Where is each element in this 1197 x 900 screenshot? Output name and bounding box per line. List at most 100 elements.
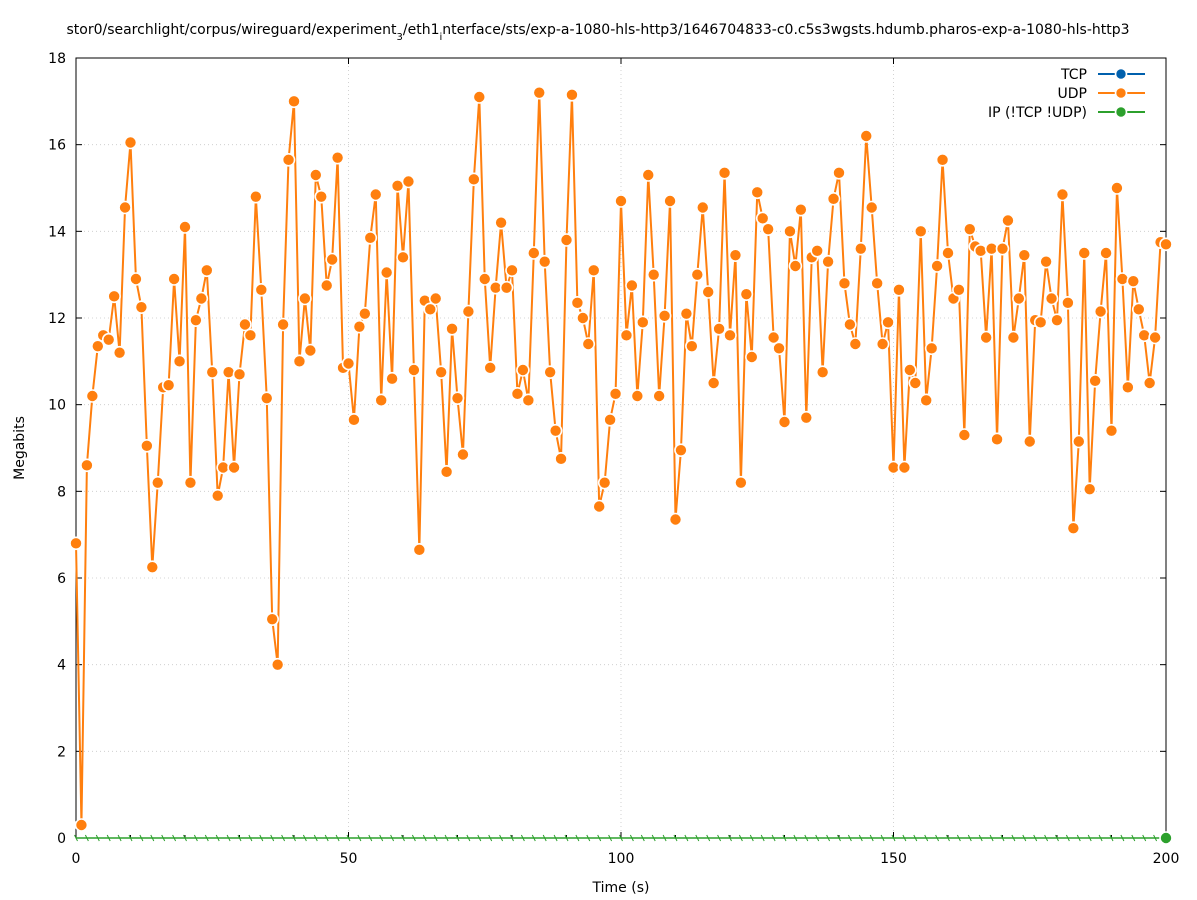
- series-ip-tick-mark: [411, 834, 416, 842]
- data-point-udp: [189, 313, 203, 327]
- series-ip-tick-mark: [520, 834, 525, 842]
- data-point-udp: [608, 387, 623, 401]
- data-point-udp: [167, 272, 181, 286]
- data-point-udp: [1137, 328, 1151, 343]
- data-point-udp: [875, 337, 890, 351]
- series-ip-tick-mark: [1065, 834, 1070, 842]
- data-point-udp: [298, 291, 312, 306]
- series-ip-tick-mark: [302, 834, 307, 842]
- series-ip-tick-mark: [510, 834, 514, 842]
- data-point-udp: [91, 339, 105, 353]
- data-point-udp: [428, 291, 443, 306]
- data-point-udp: [663, 194, 677, 208]
- data-point-udp: [445, 322, 459, 336]
- data-point-udp: [249, 189, 263, 204]
- data-point-udp: [1033, 315, 1048, 330]
- data-point-udp: [870, 276, 884, 291]
- tick-labels: 0 2 4 6 8 10 12 14 16 18 0 50 100 150 200: [48, 51, 1179, 867]
- data-point-udp: [423, 302, 438, 317]
- data-point-udp: [85, 389, 100, 403]
- series-ip-tick-mark: [74, 834, 78, 842]
- series-ip-tick-mark: [84, 834, 89, 842]
- data-point-udp: [292, 354, 307, 369]
- data-point-udp: [1055, 187, 1070, 202]
- data-point-udp: [505, 263, 519, 278]
- data-point-udp: [1121, 380, 1135, 395]
- title-subscript-2: i: [440, 32, 443, 43]
- series-ip-tick-mark: [1142, 834, 1147, 842]
- data-point-udp: [1115, 272, 1130, 286]
- data-point-udp: [919, 393, 934, 408]
- data-point-udp: [308, 168, 323, 182]
- data-point-udp: [1088, 374, 1102, 388]
- data-point-udp: [194, 291, 209, 306]
- data-point-udp: [74, 818, 89, 832]
- series-ip-tick-mark: [826, 834, 831, 842]
- data-point-udp: [761, 222, 775, 236]
- series-ip-tick-mark: [542, 834, 547, 842]
- data-point-udp: [227, 460, 241, 475]
- data-point-udp: [1131, 302, 1146, 317]
- data-point-udp: [941, 246, 955, 260]
- x-tick-label: 50: [340, 851, 358, 867]
- data-point-udp: [341, 356, 356, 371]
- series-ip-tick-mark: [815, 834, 820, 842]
- series-ip-tick-mark: [924, 834, 929, 842]
- data-point-udp: [706, 376, 721, 390]
- data-point-udp: [1077, 246, 1092, 260]
- series-layer: [69, 85, 1173, 845]
- series-ip-tick-mark: [1076, 834, 1081, 842]
- data-point-udp: [1104, 423, 1119, 438]
- data-point-udp: [287, 94, 301, 109]
- data-point-udp: [1082, 482, 1097, 496]
- data-point-udp: [788, 259, 803, 273]
- legend-label: TCP: [1060, 67, 1087, 83]
- data-point-udp: [581, 337, 596, 351]
- series-ip-tick-mark: [967, 834, 972, 842]
- series-ip-tick-mark: [455, 834, 460, 842]
- data-point-udp: [319, 278, 334, 293]
- series-ip-tick-mark: [368, 834, 373, 842]
- data-point-udp: [363, 231, 378, 245]
- data-point-udp: [548, 423, 563, 438]
- data-point-udp: [1017, 248, 1032, 262]
- data-point-udp: [178, 220, 192, 234]
- series-ip-tick-mark: [749, 834, 754, 842]
- data-point-udp: [1099, 246, 1113, 260]
- data-point-udp: [368, 187, 383, 202]
- series-ip-tick-mark: [193, 834, 198, 842]
- data-point-udp: [232, 367, 247, 382]
- series-ip-tick-mark: [738, 834, 743, 842]
- series-ip-tick-mark: [1153, 834, 1158, 842]
- data-point-udp: [903, 363, 917, 377]
- data-point-udp: [330, 150, 345, 165]
- series-ip-tick-mark: [357, 834, 362, 842]
- data-point-udp: [750, 185, 765, 200]
- series-ip-tick-mark: [1033, 834, 1038, 842]
- data-point-udp: [494, 215, 508, 230]
- data-point-udp: [810, 244, 825, 258]
- series-ip-tick-mark: [869, 834, 874, 842]
- series-ip-tick-mark: [1022, 834, 1027, 842]
- data-point-udp: [815, 365, 830, 379]
- data-point-udp: [379, 265, 394, 280]
- data-point-udp: [1126, 274, 1141, 288]
- series-ip-tick-mark: [695, 834, 700, 842]
- data-point-udp: [461, 304, 476, 319]
- data-point-udp: [853, 241, 868, 256]
- series-ip-tick-mark: [586, 834, 591, 842]
- data-point-udp: [1001, 213, 1015, 228]
- data-point-udp: [516, 363, 530, 377]
- y-tick-label: 14: [48, 224, 66, 240]
- data-point-udp: [396, 250, 410, 265]
- data-point-udp: [734, 475, 748, 490]
- data-point-udp: [1072, 434, 1086, 449]
- data-point-udp: [1050, 313, 1064, 327]
- data-point-udp: [597, 475, 612, 490]
- series-ip-tick-mark: [237, 834, 242, 842]
- data-point-udp: [238, 317, 252, 332]
- series-ip-tick-mark: [1044, 834, 1049, 842]
- data-point-udp: [586, 263, 601, 278]
- data-point-udp: [685, 339, 699, 353]
- series-ip-tick-mark: [771, 834, 776, 842]
